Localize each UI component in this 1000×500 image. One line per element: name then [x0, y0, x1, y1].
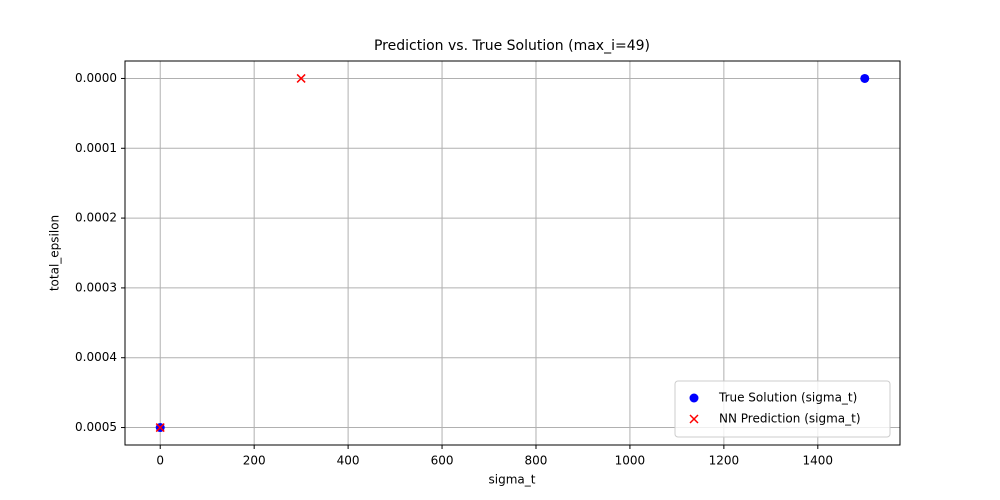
- legend-label: True Solution (sigma_t): [718, 391, 857, 405]
- marker: [689, 414, 699, 424]
- y-tick-label: 0.0003: [75, 280, 117, 294]
- plot-frame: [124, 60, 901, 446]
- y-tick-label: 0.0000: [75, 71, 117, 85]
- legend-label: NN Prediction (sigma_t): [719, 412, 861, 426]
- chart-title: Prediction vs. True Solution (max_i=49): [374, 38, 650, 54]
- x-tick-label: 200: [243, 454, 266, 468]
- marker: [860, 73, 870, 83]
- x-tick-label: 600: [431, 454, 454, 468]
- x-axis-label: sigma_t: [489, 473, 536, 487]
- y-tick-label: 0.0005: [75, 420, 117, 434]
- x-tick-label: 1400: [803, 454, 834, 468]
- marker: [689, 393, 699, 403]
- marker: [296, 73, 306, 83]
- marker: [155, 423, 165, 433]
- marker-stroke: [296, 73, 306, 83]
- marker-stroke: [689, 414, 699, 424]
- marker-stroke: [155, 423, 165, 433]
- x-tick-label: 0: [156, 454, 164, 468]
- y-tick-label: 0.0002: [75, 211, 117, 225]
- y-axis-label: total_epsilon: [48, 215, 62, 291]
- x-tick-label: 1200: [709, 454, 740, 468]
- y-tick-label: 0.0001: [75, 141, 117, 155]
- x-tick-label: 400: [337, 454, 360, 468]
- x-tick-label: 1000: [615, 454, 646, 468]
- x-tick-label: 800: [525, 454, 548, 468]
- y-tick-label: 0.0004: [75, 350, 117, 364]
- legend-box: [674, 380, 891, 438]
